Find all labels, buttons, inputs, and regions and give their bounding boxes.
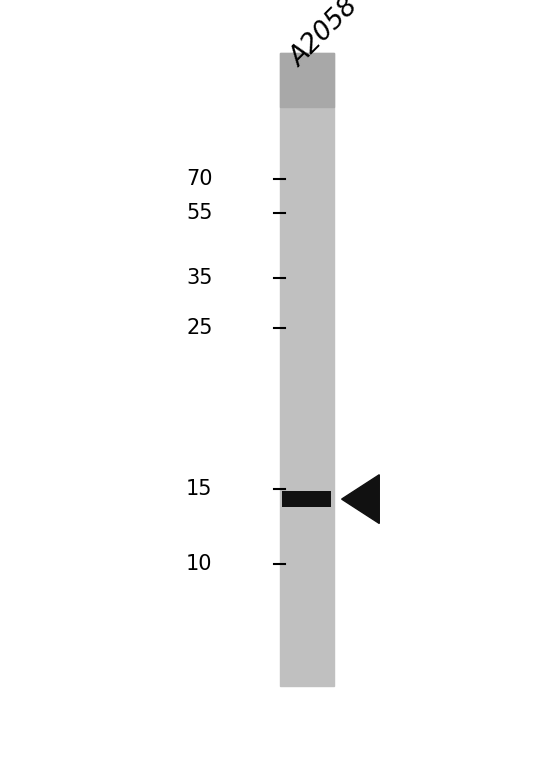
Text: 25: 25: [186, 318, 213, 338]
Text: 55: 55: [186, 203, 213, 223]
Polygon shape: [342, 475, 379, 523]
Text: 70: 70: [186, 169, 213, 189]
Bar: [280, 53, 334, 686]
Bar: [282, 491, 331, 507]
Bar: [280, 53, 334, 107]
Text: 10: 10: [186, 554, 213, 574]
Text: 35: 35: [186, 268, 213, 288]
Text: 15: 15: [186, 479, 213, 499]
Text: A2058: A2058: [286, 0, 364, 72]
